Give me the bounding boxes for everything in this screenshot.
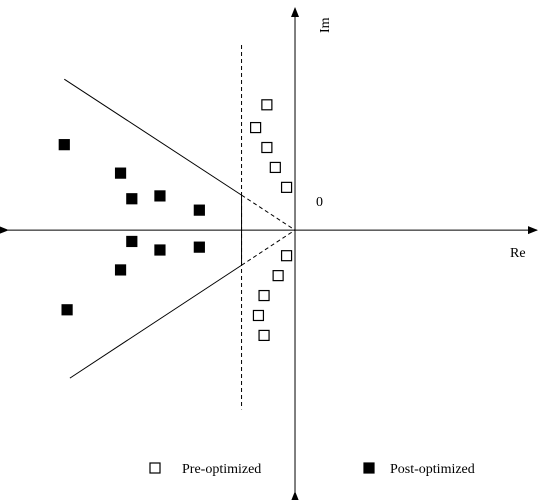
pre-optimized-pole-5	[280, 181, 293, 193]
post-optimized-pole-2	[114, 167, 127, 179]
stability-boundary	[64, 45, 296, 410]
pre-optimized-pole-3	[261, 141, 273, 154]
post-optimized-pole-5	[193, 204, 205, 216]
pre-optimized-pole-4	[269, 161, 281, 174]
pre-optimized-pole-1	[261, 99, 273, 111]
legend: Pre-optimized Post-optimized	[149, 462, 475, 477]
post-optimized-pole-3	[126, 193, 138, 205]
post-optimized-pole-4	[154, 190, 166, 202]
legend-label-pre-optimized: Pre-optimized	[182, 462, 261, 477]
post-optimized-pole-10	[61, 304, 73, 316]
pre-optimized-pole-9	[252, 309, 265, 322]
post-optimized-pole-7	[154, 244, 166, 256]
real-axis-label: Re	[510, 246, 526, 261]
pre-optimized-pole-10	[258, 329, 270, 342]
pole-markers	[58, 99, 293, 342]
legend-label-post-optimized: Post-optimized	[390, 462, 475, 477]
pre-optimized-pole-8	[258, 289, 270, 302]
legend-swatch-post-optimized	[363, 462, 375, 474]
pre-optimized-pole-2	[250, 121, 262, 134]
boundary-upper-solid	[64, 78, 242, 196]
origin-label: 0	[316, 195, 323, 210]
imaginary-axis-label: Im	[318, 17, 333, 33]
legend-swatch-pre-optimized	[149, 462, 161, 474]
post-optimized-pole-6	[126, 235, 138, 248]
pre-optimized-pole-6	[280, 250, 293, 262]
boundary-lower-solid	[69, 264, 242, 379]
pre-optimized-pole-7	[272, 270, 284, 282]
boundary-upper-dashed	[241, 194, 296, 231]
boundary-lower-dashed	[241, 229, 296, 266]
post-optimized-pole-9	[114, 264, 127, 276]
post-optimized-pole-1	[58, 139, 70, 151]
post-optimized-pole-8	[193, 241, 205, 253]
